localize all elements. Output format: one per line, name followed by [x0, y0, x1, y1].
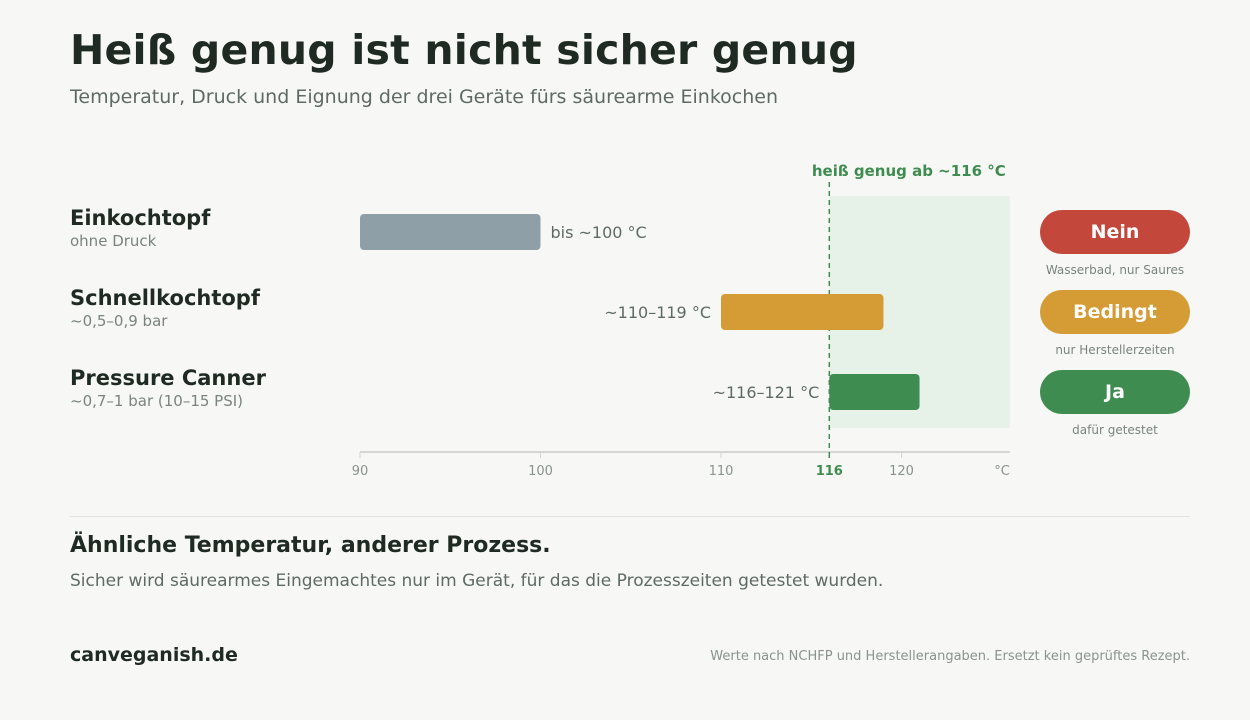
- section-divider: [70, 516, 1190, 517]
- x-tick-label: 90: [352, 464, 369, 479]
- verdict-note: nur Herstellerzeiten: [1055, 343, 1175, 357]
- device-name: Einkochtopf: [70, 206, 211, 230]
- verdict-badge-bedingt: Bedingt: [1040, 290, 1190, 334]
- range-bar: [829, 374, 920, 410]
- page-subtitle: Temperatur, Druck und Eignung der drei G…: [70, 86, 779, 108]
- verdict-badge-nein: Nein: [1040, 210, 1190, 254]
- verdict-badge-ja: Ja: [1040, 370, 1190, 414]
- verdict-note: Wasserbad, nur Saures: [1045, 263, 1185, 277]
- section-heading: Ähnliche Temperatur, anderer Prozess.: [70, 533, 551, 558]
- x-tick-label: 110: [709, 464, 734, 479]
- row-label-einkochtopf: Einkochtopf ohne Druck: [70, 206, 210, 250]
- threshold-label: heiß genug ab ~116 °C: [812, 162, 1006, 180]
- x-unit-label: °C: [994, 464, 1010, 479]
- x-tick-label: 116: [816, 464, 843, 479]
- range-bar: [360, 214, 541, 250]
- range-value-label: ~116–121 °C: [713, 383, 820, 402]
- device-sub: ohne Druck: [70, 232, 157, 250]
- device-sub: ~0,5–0,9 bar: [70, 312, 168, 330]
- source-footnote: Werte nach NCHFP und Herstellerangaben. …: [710, 649, 1190, 664]
- section-text: Sicher wird säurearmes Eingemachtes nur …: [70, 571, 884, 591]
- row-label-pressure-canner: Pressure Canner ~0,7–1 bar (10–15 PSI): [70, 366, 266, 410]
- range-value-label: ~110–119 °C: [604, 303, 711, 322]
- device-sub: ~0,7–1 bar (10–15 PSI): [70, 392, 244, 410]
- row-label-schnellkochtopf: Schnellkochtopf ~0,5–0,9 bar: [70, 286, 260, 330]
- range-value-label: bis ~100 °C: [551, 223, 647, 242]
- range-bar: [721, 294, 884, 330]
- page-title: Heiß genug ist nicht sicher genug: [70, 26, 858, 74]
- device-name: Schnellkochtopf: [70, 286, 260, 310]
- brand-logo-text[interactable]: canveganish.de: [70, 644, 238, 666]
- device-name: Pressure Canner: [70, 366, 266, 390]
- x-tick-label: 100: [528, 464, 553, 479]
- verdict-note: dafür getestet: [1072, 423, 1158, 437]
- x-tick-label: 120: [889, 464, 914, 479]
